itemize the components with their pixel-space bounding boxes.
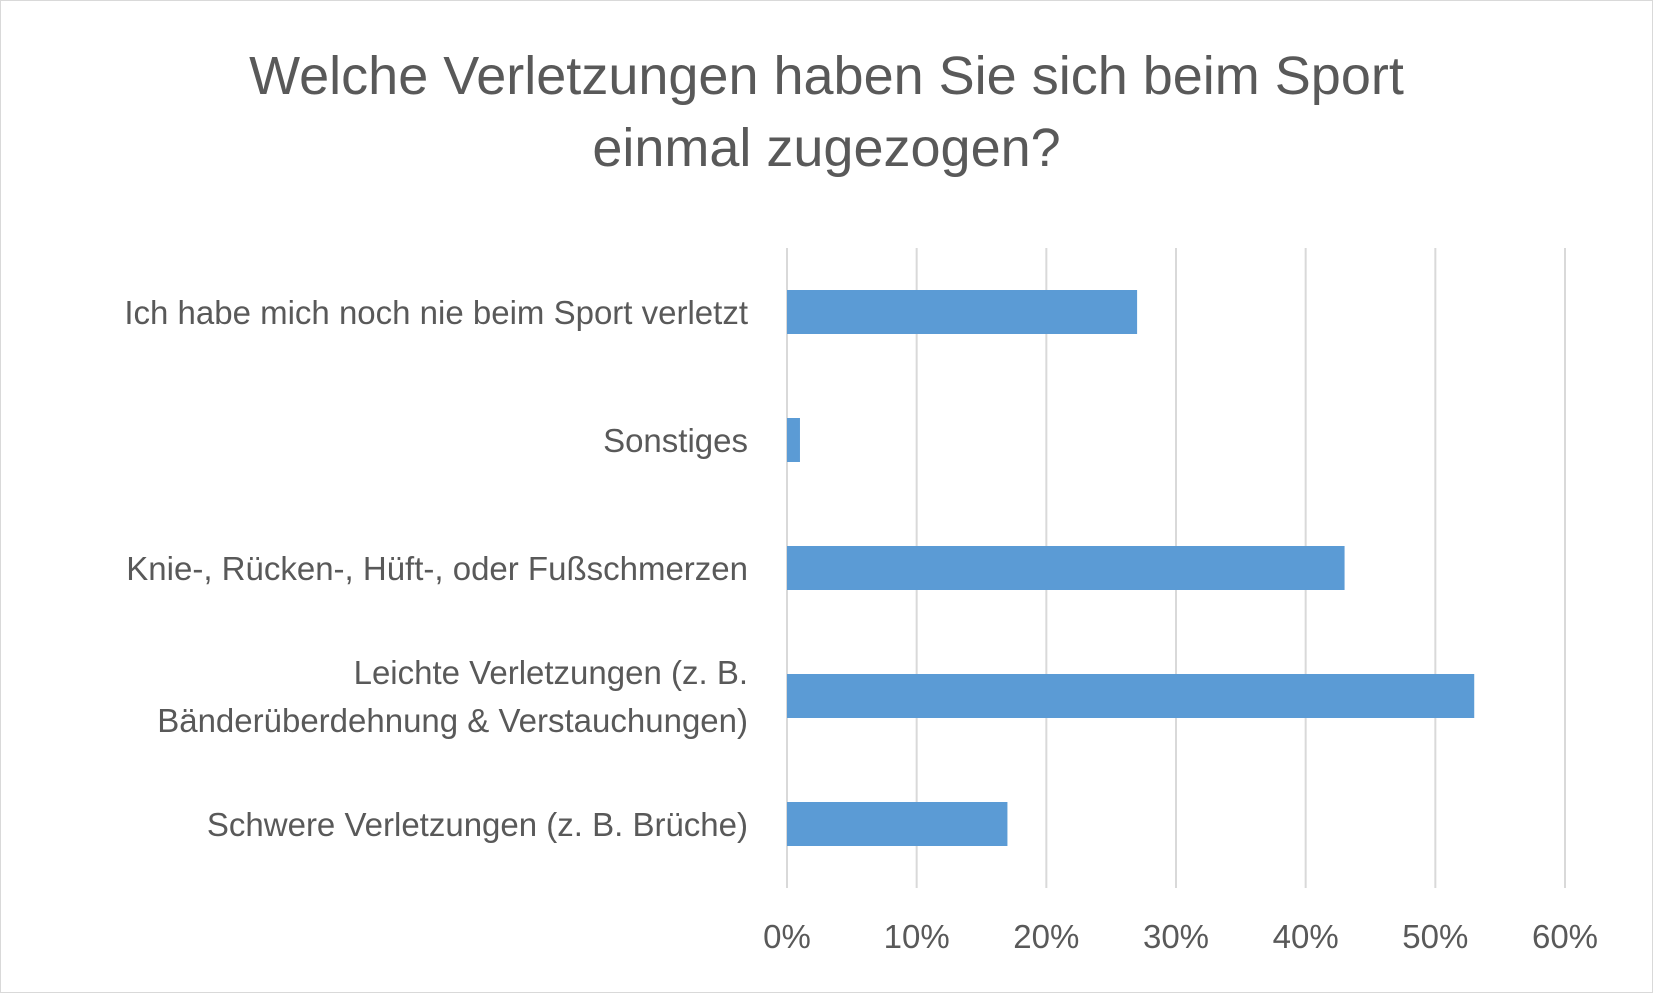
bar [787,418,800,462]
category-label: Leichte Verletzungen (z. B. [354,654,748,691]
bar [787,802,1008,846]
category-label: Sonstiges [603,422,748,459]
category-label: Ich habe mich noch nie beim Sport verlet… [124,294,748,331]
bar [787,290,1138,334]
category-label: Schwere Verletzungen (z. B. Brüche) [207,806,748,843]
chart-title-line-1: Welche Verletzungen haben Sie sich beim … [249,46,1404,106]
x-tick-label: 20% [1013,918,1079,955]
x-tick-label: 30% [1143,918,1209,955]
bar [787,546,1345,590]
x-tick-label: 60% [1532,918,1598,955]
category-label: Knie-, Rücken-, Hüft-, oder Fußschmerzen [126,550,748,587]
x-tick-label: 40% [1273,918,1339,955]
bar [787,674,1475,718]
x-tick-label: 10% [884,918,950,955]
x-tick-label: 50% [1402,918,1468,955]
category-label: Bänderüberdehnung & Verstauchungen) [157,702,748,739]
chart-title: Welche Verletzungen haben Sie sich beim … [0,40,1653,184]
chart-title-line-2: einmal zugezogen? [592,118,1061,178]
x-tick-label: 0% [763,918,811,955]
